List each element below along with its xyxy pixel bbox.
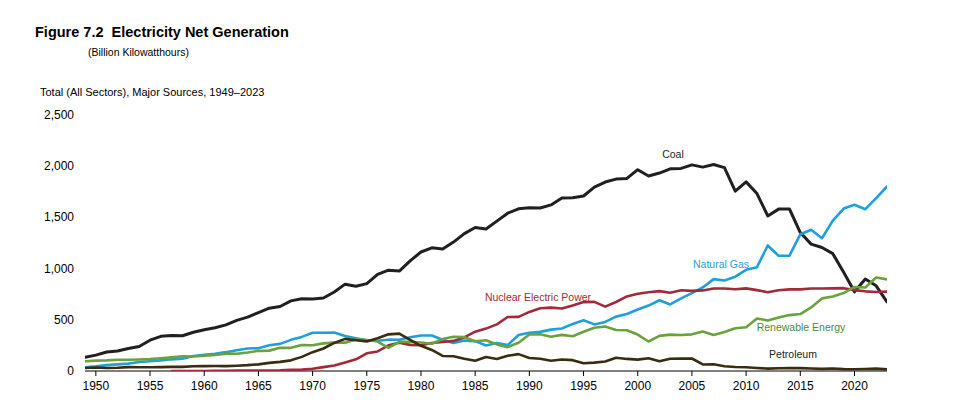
x-tick [366,371,367,376]
x-tick-label: 1950 [82,379,109,393]
x-tick [800,371,801,376]
x-tick [95,371,96,376]
x-tick-label: 2010 [733,379,760,393]
chart: Figure 7.2 Electricity Net Generation (Bi… [0,0,960,409]
panel-label: Total (All Sectors), Major Sources, 1949… [40,86,264,98]
series-line [85,334,887,370]
x-tick [204,371,205,376]
x-tick-label: 2020 [841,379,868,393]
x-tick-label: 2000 [624,379,651,393]
x-tick [420,371,421,376]
x-tick [854,371,855,376]
y-tick-label: 1,500 [44,210,74,224]
subtitle: (Billion Kilowatthours) [88,46,189,58]
series-label: Nuclear Electric Power [485,291,592,303]
x-tick [150,371,151,376]
plot-area [85,165,887,371]
x-tick-label: 1975 [353,379,380,393]
y-tick-label: 2,500 [44,108,74,122]
x-tick-label: 1995 [570,379,597,393]
x-tick [691,371,692,376]
x-tick [529,371,530,376]
x-tick-label: 2005 [679,379,706,393]
x-tick-label: 1960 [191,379,218,393]
x-tick [312,371,313,376]
x-tick [475,371,476,376]
series-label: Renewable Energy [757,321,846,333]
x-tick-label: 2015 [787,379,814,393]
x-tick [746,371,747,376]
y-tick-label: 500 [54,313,74,327]
y-tick-label: 2,000 [44,159,74,173]
x-tick-label: 1980 [408,379,435,393]
y-tick-label: 1,000 [44,262,74,276]
x-tick [258,371,259,376]
x-tick [583,371,584,376]
x-tick-label: 1965 [245,379,272,393]
x-tick-label: 1985 [462,379,489,393]
x-tick-label: 1970 [299,379,326,393]
series-label: Petroleum [769,348,817,360]
series-line [85,278,887,362]
x-tick-label: 1990 [516,379,543,393]
x-tick [637,371,638,376]
series-label: Natural Gas [693,258,749,270]
series-line [85,186,887,367]
x-tick-label: 1955 [137,379,164,393]
title: Figure 7.2 Electricity Net Generation [35,24,289,40]
series-label: Coal [662,148,684,160]
y-tick-label: 0 [67,364,74,378]
